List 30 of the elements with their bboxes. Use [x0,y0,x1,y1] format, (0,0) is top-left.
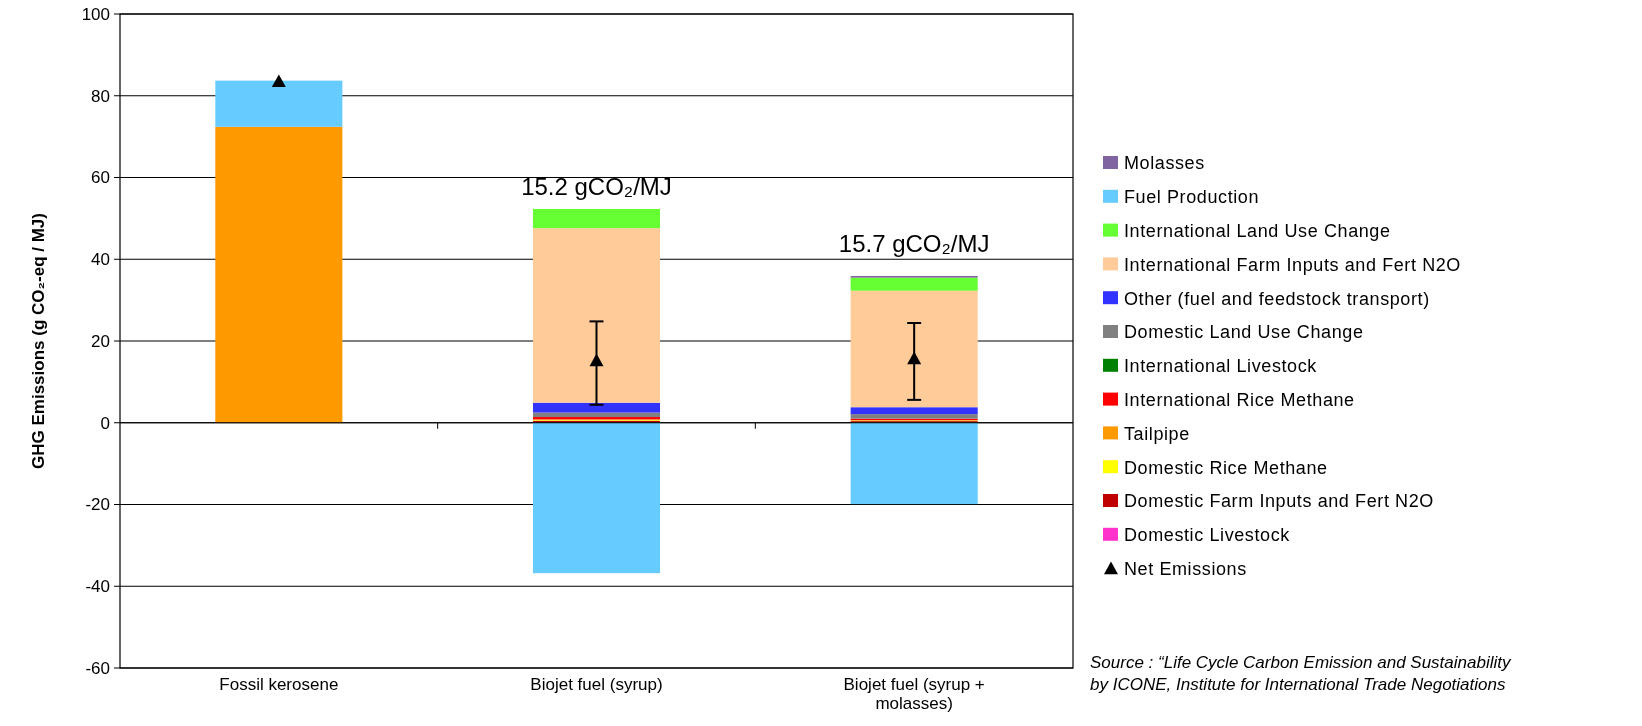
legend-label: International Land Use Change [1124,220,1391,241]
legend-label: Molasses [1124,153,1205,174]
x-tick-label: Fossil kerosene [219,675,339,694]
legend-label: Fuel Production [1124,187,1260,208]
legend-label: Other (fuel and feedstock transport) [1124,288,1430,309]
legend-label: Domestic Farm Inputs and Fert N2O [1124,491,1434,512]
y-tick-label: 20 [91,331,110,351]
legend-label: International Livestock [1124,356,1318,377]
legend-label: Domestic Livestock [1124,525,1291,546]
y-tick-label: -60 [85,658,110,678]
legend-label: Domestic Land Use Change [1124,322,1364,343]
y-tick-label: -40 [85,577,110,597]
annotation: 15.7 gCO₂/MJ [838,230,990,258]
x-tick-label: Biojet fuel (syrup) [530,675,663,694]
x-tick-label: Biojet fuel (syrup + molasses) [843,675,985,713]
legend-label: International Farm Inputs and Fert N2O [1124,254,1461,275]
legend-label: International Rice Methane [1124,389,1355,410]
y-axis-title: GHG Emissions (g CO₂-eq / MJ) [29,213,48,469]
annotation: 15.2 gCO₂/MJ [521,173,672,201]
y-tick-label: 0 [100,413,110,433]
y-tick-label: -20 [85,495,110,515]
y-tick-label: 80 [91,86,110,106]
y-tick-label: 40 [91,250,110,270]
y-tick-label: 60 [91,168,110,188]
y-tick-label: 100 [81,4,110,24]
legend-label: Net Emissions [1124,558,1247,579]
text: by ICONE, Institute for International Trade Negotiations [1090,675,1506,694]
legend-label: Domestic Rice Methane [1124,457,1328,478]
source-note: Source : “Life Cycle Carbon Emission and Sustainability [1090,653,1512,672]
legend-label: Tailpipe [1124,423,1190,444]
